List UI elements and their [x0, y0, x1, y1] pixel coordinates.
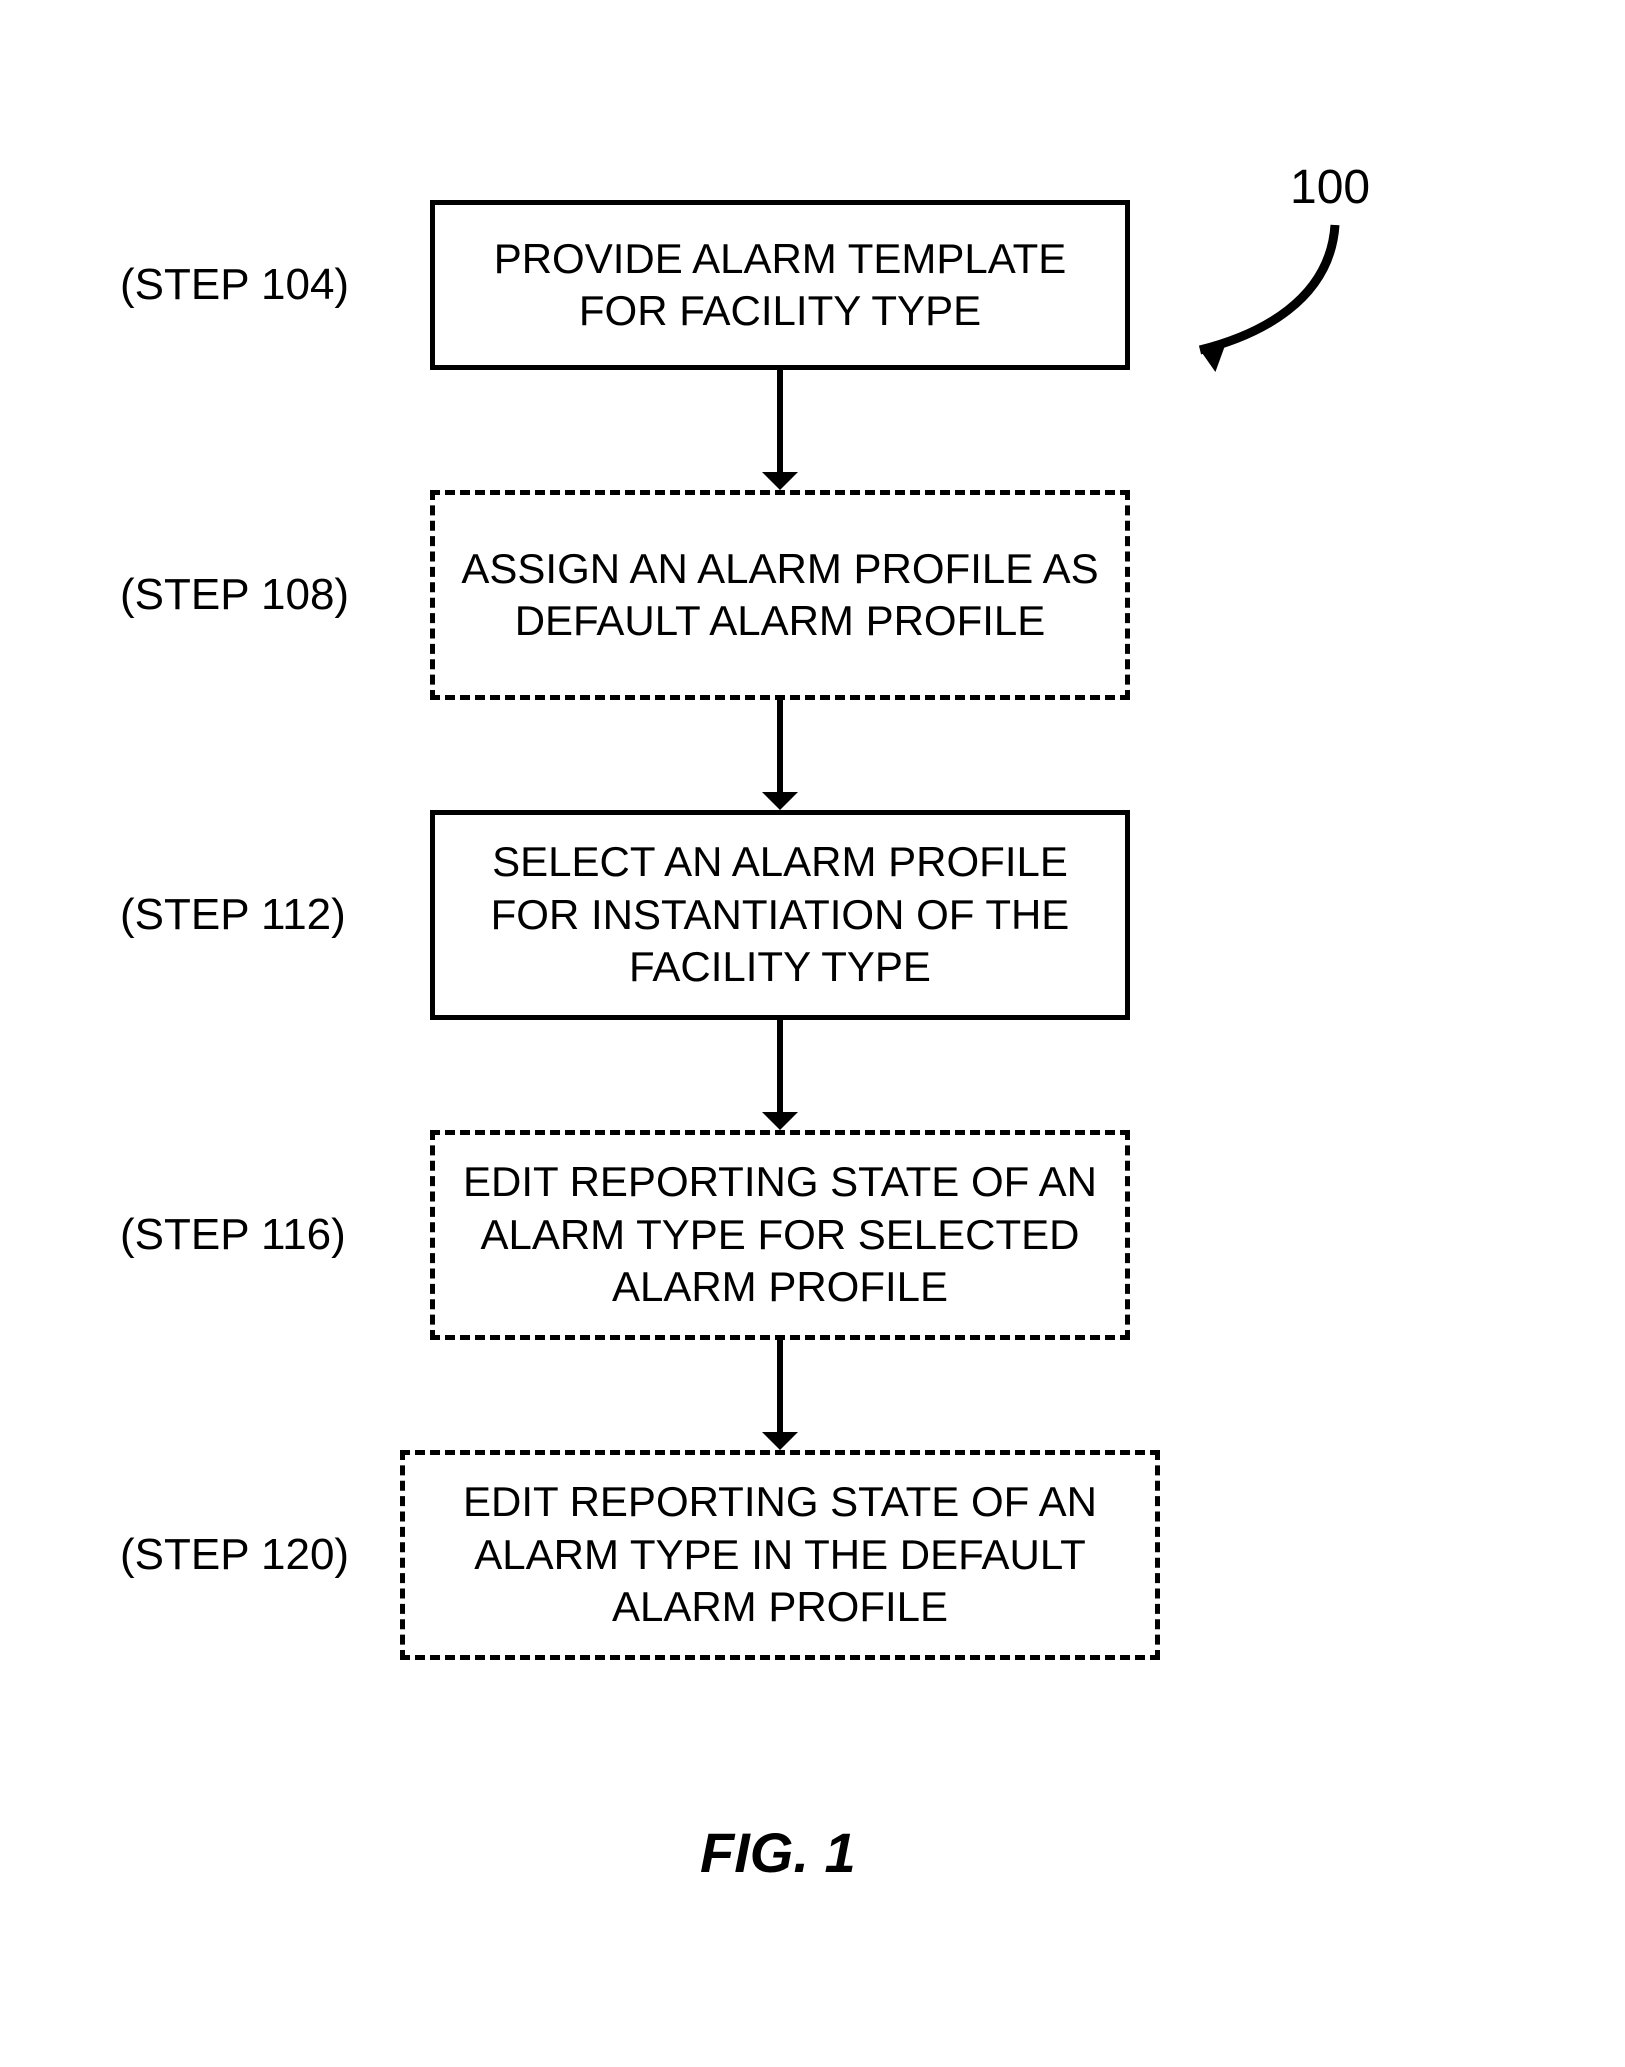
- flow-box-text: ASSIGN AN ALARM PROFILE AS DEFAULT ALARM…: [455, 543, 1105, 648]
- step-label: (STEP 104): [120, 260, 349, 310]
- flow-box-step104: PROVIDE ALARM TEMPLATE FOR FACILITY TYPE: [430, 200, 1130, 370]
- flow-box-step108: ASSIGN AN ALARM PROFILE AS DEFAULT ALARM…: [430, 490, 1130, 700]
- figure-reference-number: 100: [1290, 160, 1370, 215]
- flow-arrow: [777, 1020, 783, 1112]
- flow-arrow-head: [762, 792, 798, 810]
- flow-box-text: PROVIDE ALARM TEMPLATE FOR FACILITY TYPE: [455, 233, 1105, 338]
- figure-caption: FIG. 1: [700, 1820, 856, 1885]
- flow-box-step116: EDIT REPORTING STATE OF AN ALARM TYPE FO…: [430, 1130, 1130, 1340]
- step-label: (STEP 112): [120, 890, 346, 940]
- flow-arrow-head: [762, 1112, 798, 1130]
- step-label: (STEP 108): [120, 570, 349, 620]
- flow-arrow-head: [762, 472, 798, 490]
- flow-arrow-head: [762, 1432, 798, 1450]
- flow-arrow: [777, 1340, 783, 1432]
- flow-box-text: SELECT AN ALARM PROFILE FOR INSTANTIATIO…: [455, 836, 1105, 994]
- flow-arrow: [777, 370, 783, 472]
- flow-box-step120: EDIT REPORTING STATE OF AN ALARM TYPE IN…: [400, 1450, 1160, 1660]
- flow-box-text: EDIT REPORTING STATE OF AN ALARM TYPE FO…: [455, 1156, 1105, 1314]
- flow-arrow: [777, 700, 783, 792]
- step-label: (STEP 120): [120, 1530, 349, 1580]
- step-label: (STEP 116): [120, 1210, 346, 1260]
- flow-box-text: EDIT REPORTING STATE OF AN ALARM TYPE IN…: [425, 1476, 1135, 1634]
- flow-box-step112: SELECT AN ALARM PROFILE FOR INSTANTIATIO…: [430, 810, 1130, 1020]
